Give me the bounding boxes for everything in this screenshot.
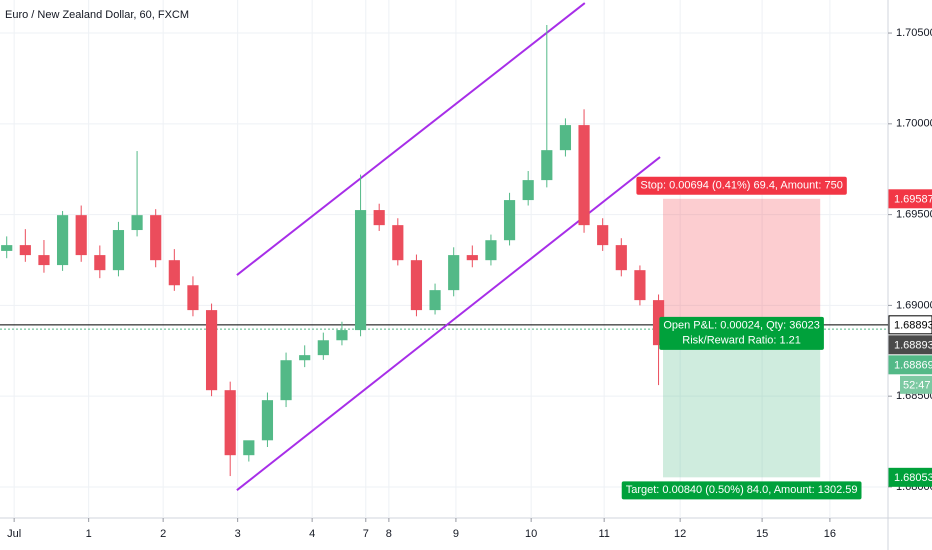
- candle-body: [131, 215, 143, 231]
- x-tick-label: 4: [309, 528, 315, 540]
- label-box: [636, 176, 847, 195]
- y-tick-label: 1.69500: [896, 209, 932, 221]
- y-tick-label: 1.69000: [896, 299, 932, 311]
- price-tag-label: 1.68893: [894, 340, 932, 352]
- label-box: [621, 481, 862, 500]
- candle-body: [503, 200, 516, 241]
- candle-body: [448, 255, 460, 291]
- axes: 1.680001.685001.690001.695001.700001.705…: [7, 27, 932, 540]
- candle-body: [1, 245, 13, 251]
- y-tick-label: 1.70500: [896, 27, 932, 39]
- x-tick-label: 16: [824, 528, 836, 540]
- label-text: Target: 0.00840 (0.50%) 84.0, Amount: 13…: [626, 484, 858, 496]
- plot: Stop: 0.00694 (0.41%) 69.4, Amount: 750 O…: [0, 2, 888, 500]
- grid: [0, 0, 888, 518]
- stop-zone: [663, 198, 821, 325]
- price-tag-label: 1.68053: [894, 472, 932, 484]
- candle-body: [187, 285, 199, 311]
- candle-body: [466, 255, 478, 261]
- candle-body: [597, 225, 609, 246]
- candle-body: [56, 215, 69, 266]
- x-tick-label: Jul: [7, 528, 21, 540]
- price-tag: [888, 335, 932, 355]
- candle-body: [94, 255, 106, 271]
- candle-body: [392, 225, 404, 261]
- candle-body: [634, 270, 646, 301]
- x-tick-label: 3: [235, 528, 241, 540]
- label-box: [659, 316, 824, 350]
- candle-body: [652, 300, 665, 346]
- position-label: Target: 0.00840 (0.50%) 84.0, Amount: 13…: [621, 481, 862, 500]
- x-tick-label: 11: [598, 528, 609, 540]
- candle-body: [429, 290, 441, 311]
- countdown-label: 52:47: [903, 380, 931, 392]
- candle-body: [485, 240, 497, 261]
- x-tick-label: 1: [86, 528, 92, 540]
- candle-body: [112, 230, 125, 271]
- candle-body: [299, 355, 311, 361]
- candle-body: [280, 360, 292, 401]
- candle-body: [205, 310, 218, 391]
- position-label: Open P&L: 0.00024, Qty: 36023 Risk/Reward…: [659, 316, 824, 350]
- candle-body: [559, 125, 572, 151]
- position-label: Stop: 0.00694 (0.41%) 69.4, Amount: 750: [636, 176, 847, 195]
- candle-body: [578, 125, 590, 226]
- target-zone: [663, 324, 821, 478]
- candle-body: [410, 260, 423, 311]
- x-tick-label: 8: [386, 528, 392, 540]
- x-tick-label: 7: [363, 528, 369, 540]
- candle-body: [243, 440, 255, 456]
- x-tick-label: 2: [160, 528, 166, 540]
- candle-body: [168, 260, 180, 286]
- candle-body: [224, 390, 236, 456]
- candle-body: [336, 330, 348, 341]
- candle-body: [317, 340, 329, 356]
- price-tag: [888, 189, 932, 209]
- x-tick-label: 10: [525, 528, 537, 540]
- label-text: Risk/Reward Ratio: 1.21: [682, 335, 801, 347]
- trend-line: [236, 2, 586, 276]
- price-tag-label: 1.69587: [894, 194, 932, 206]
- candle-body: [373, 210, 385, 226]
- price-tag-label: 1.68869: [894, 360, 932, 372]
- candle-body: [261, 400, 274, 441]
- candle-body: [615, 245, 627, 271]
- label-text: Open P&L: 0.00024, Qty: 36023: [663, 320, 820, 332]
- price-tag: [888, 467, 932, 487]
- countdown-tag: [900, 375, 932, 394]
- x-tick-label: 9: [453, 528, 459, 540]
- x-tick-label: 15: [756, 528, 768, 540]
- candle-body: [38, 255, 50, 266]
- x-tick-label: 12: [674, 528, 686, 540]
- candle-body: [541, 150, 553, 181]
- candle-body: [19, 245, 31, 256]
- chart-title: Euro / New Zealand Dollar, 60, FXCM: [5, 9, 189, 21]
- price-tag: [888, 315, 932, 335]
- price-tag: [888, 355, 932, 375]
- candle-body: [75, 215, 87, 256]
- price-tag-label: 1.68893: [894, 320, 932, 332]
- candle-body: [522, 180, 534, 201]
- candle-body: [354, 210, 367, 331]
- label-text: Stop: 0.00694 (0.41%) 69.4, Amount: 750: [640, 180, 842, 192]
- candle-body: [150, 215, 162, 261]
- y-tick-label: 1.70000: [896, 118, 932, 130]
